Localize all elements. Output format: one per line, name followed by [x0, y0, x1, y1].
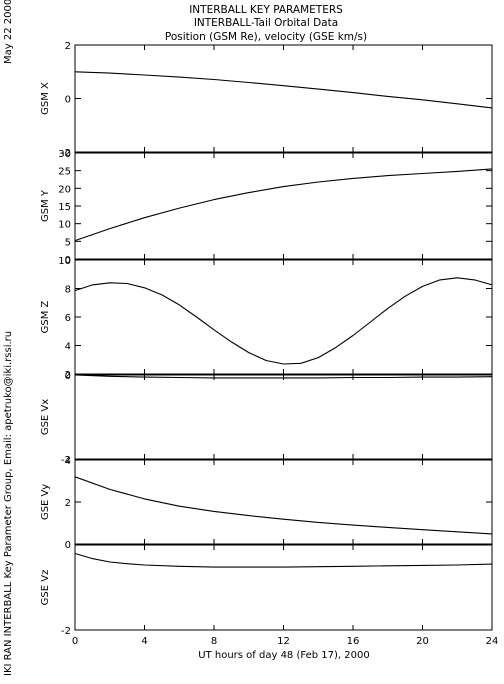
series-line: [74, 552, 493, 568]
y-tick-label: 0: [65, 540, 71, 551]
y-tick-label: 6: [65, 313, 71, 324]
x-axis-label: UT hours of day 48 (Feb 17), 2000: [198, 650, 369, 661]
y-tick-label: 10: [58, 256, 71, 267]
side-date-label: May 22 2000: [3, 0, 14, 64]
y-axis-label: GSE Vz: [40, 570, 51, 606]
chart-title-line2: INTERBALL-Tail Orbital Data: [194, 17, 338, 29]
x-tick-label: 8: [211, 636, 217, 647]
y-tick-label: 4: [65, 456, 71, 467]
series-line: [74, 476, 493, 535]
panel-4: -2 0 GSE Vx: [40, 371, 493, 466]
y-tick-label: 2: [65, 41, 71, 52]
series-line: [74, 71, 493, 109]
panel-frame: [74, 259, 493, 375]
panel-frame: [74, 152, 493, 260]
panel-5: 0 2 4 GSE Vy: [40, 456, 493, 551]
y-tick-label: 2: [65, 498, 71, 509]
y-tick-label: 15: [58, 202, 71, 213]
y-axis-label: GSE Vy: [40, 484, 51, 520]
x-tick-label: 20: [416, 636, 429, 647]
panel-frame: [74, 44, 493, 153]
y-tick-label: 20: [58, 184, 71, 195]
chart-title-line1: INTERBALL KEY PARAMETERS: [189, 4, 343, 16]
panel-1: -2 0 2 GSM X: [40, 41, 493, 159]
y-tick-label: 8: [65, 285, 71, 296]
y-tick-label: 30: [58, 149, 71, 160]
series-line: [74, 277, 493, 365]
side-credit-label: IKI RAN INTERBALL Key Parameter Group, E…: [3, 331, 14, 676]
y-tick-label: 10: [58, 220, 71, 231]
y-axis-label: GSM Z: [40, 300, 51, 333]
y-tick-label: 0: [65, 95, 71, 106]
panel-6: -2 GSE Vz: [40, 544, 493, 637]
y-tick-label: 4: [65, 342, 71, 353]
panel-frame: [74, 459, 493, 545]
y-tick-label: -2: [61, 626, 71, 637]
y-axis-label: GSM X: [40, 82, 51, 115]
y-tick-label: 25: [58, 167, 71, 178]
y-tick-label: 0: [65, 371, 71, 382]
x-tick-label: 16: [347, 636, 360, 647]
y-tick-label: 2: [65, 370, 71, 381]
series-line: [74, 168, 493, 242]
x-tick-label: 0: [72, 636, 78, 647]
y-tick-label: -2: [61, 455, 71, 466]
chart-title-line3: Position (GSM Re), velocity (GSE km/s): [165, 31, 367, 43]
panel-frame: [74, 374, 493, 460]
x-tick-label: 4: [141, 636, 147, 647]
panel-2: 0 5 10 15 20 25 30 GSM Y: [40, 149, 493, 266]
y-tick-label: 0: [65, 255, 71, 266]
series-line: [74, 374, 493, 379]
y-axis-label: GSM Y: [40, 189, 51, 222]
y-axis-label: GSE Vx: [40, 399, 51, 435]
panel-frame: [74, 544, 493, 631]
panel-3: 2 4 6 8 10 GSM Z: [40, 256, 493, 381]
x-tick-label: 12: [277, 636, 290, 647]
y-tick-label: -2: [61, 148, 71, 159]
y-tick-label: 5: [65, 237, 71, 248]
x-tick-label: 24: [486, 636, 499, 647]
